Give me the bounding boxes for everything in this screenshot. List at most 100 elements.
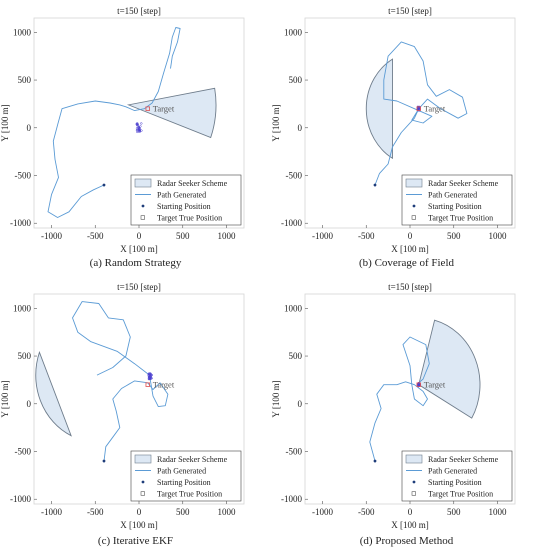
target-label: Target	[153, 380, 175, 390]
x-tick-label: 0	[137, 231, 142, 241]
x-tick-label: 500	[447, 231, 461, 241]
legend-label: Starting Position	[157, 478, 211, 487]
start-marker	[102, 459, 106, 463]
chart-panel: t=150 [step] -1000 -500 0 500 1000 1000 500 0 -50…	[271, 282, 516, 530]
radar-seeker-sector	[418, 319, 481, 419]
legend-swatch-target	[411, 215, 416, 220]
legend-swatch-sector	[405, 454, 423, 464]
x-tick-label: -1000	[312, 231, 333, 241]
legend-swatch-target	[140, 215, 145, 220]
y-tick-label: 0	[298, 123, 303, 133]
y-tick-label: -1000	[281, 218, 302, 228]
x-tick-label: 1000	[489, 507, 508, 517]
path-generated	[47, 27, 181, 218]
x-tick-label: 0	[137, 507, 142, 517]
y-tick-label: 1000	[13, 27, 32, 37]
estimate-point	[135, 129, 139, 132]
legend-label: Starting Position	[157, 202, 211, 211]
x-tick-label: 500	[447, 507, 461, 517]
x-axis-label: X [100 m]	[391, 520, 429, 530]
y-tick-label: 500	[18, 75, 32, 85]
legend-label: Radar Seeker Scheme	[428, 455, 499, 464]
chart-panel: t=150 [step] -1000 -500 0 500 1000 1000 500 0 -50…	[0, 6, 245, 254]
y-tick-label: 1000	[284, 303, 303, 313]
x-tick-label: -1000	[312, 507, 333, 517]
x-tick-label: 1000	[218, 231, 237, 241]
radar-seeker-sector	[365, 58, 393, 160]
radar-seeker-sector	[35, 350, 72, 437]
legend-label: Starting Position	[428, 478, 482, 487]
y-tick-label: 0	[27, 123, 32, 133]
x-tick-label: -1000	[41, 231, 62, 241]
estimate-point	[140, 122, 143, 125]
target-label: Target	[424, 380, 446, 390]
path-generated	[374, 41, 468, 186]
estimate-point	[137, 130, 140, 133]
panel-title: t=150 [step]	[388, 6, 432, 16]
x-tick-label: -500	[87, 507, 104, 517]
y-tick-label: 1000	[13, 303, 32, 313]
x-tick-label: 0	[408, 507, 413, 517]
target-label: Target	[153, 104, 175, 114]
estimate-point	[139, 125, 142, 128]
legend-swatch-sector	[134, 454, 152, 464]
estimate-point	[136, 123, 139, 126]
target-label: Target	[424, 104, 446, 114]
legend-label: Target True Position	[428, 490, 493, 499]
legend: Radar Seeker Scheme Path Generated Startin…	[130, 450, 242, 502]
x-axis-label: X [100 m]	[120, 520, 158, 530]
x-tick-label: 1000	[218, 507, 237, 517]
caption-d: (d) Proposed Method	[359, 535, 454, 547]
legend: Radar Seeker Scheme Path Generated Startin…	[401, 174, 513, 226]
legend-label: Path Generated	[428, 191, 477, 200]
caption-c: (c) Iterative EKF	[97, 535, 174, 547]
target-marker	[145, 106, 150, 111]
start-marker	[373, 183, 377, 187]
legend-label: Path Generated	[157, 467, 206, 476]
y-tick-label: -500	[15, 171, 32, 181]
x-tick-label: 0	[408, 231, 413, 241]
legend: Radar Seeker Scheme Path Generated Startin…	[130, 174, 242, 226]
start-marker	[102, 183, 106, 187]
target-marker	[145, 382, 150, 387]
legend-label: Path Generated	[157, 191, 206, 200]
estimate-point	[149, 375, 152, 378]
x-axis-label: X [100 m]	[120, 244, 158, 254]
y-axis-label: Y [100 m]	[0, 380, 10, 417]
legend: Radar Seeker Scheme Path Generated Startin…	[401, 450, 513, 502]
y-tick-label: 500	[18, 351, 32, 361]
chart-panel: t=150 [step] -1000 -500 0 500 1000 1000 500 0 -50…	[0, 282, 245, 530]
panel-title: t=150 [step]	[117, 6, 161, 16]
legend-swatch-start	[141, 204, 145, 208]
legend-label: Starting Position	[428, 202, 482, 211]
y-axis-label: Y [100 m]	[0, 104, 10, 141]
x-tick-label: -1000	[41, 507, 62, 517]
legend-label: Target True Position	[157, 214, 222, 223]
legend-swatch-start	[412, 480, 416, 484]
y-tick-label: -500	[286, 447, 303, 457]
y-tick-label: -500	[286, 171, 303, 181]
x-tick-label: -500	[87, 231, 104, 241]
panel-title: t=150 [step]	[388, 282, 432, 292]
legend-label: Radar Seeker Scheme	[157, 455, 228, 464]
y-tick-label: -1000	[10, 494, 31, 504]
legend-label: Target True Position	[157, 490, 222, 499]
legend-swatch-start	[141, 480, 145, 484]
panel-title: t=150 [step]	[117, 282, 161, 292]
path-generated	[72, 301, 169, 462]
y-tick-label: 0	[27, 399, 32, 409]
start-marker	[373, 459, 377, 463]
legend-swatch-target	[140, 491, 145, 496]
target-marker	[416, 382, 421, 387]
x-tick-label: -500	[358, 231, 375, 241]
chart-panel: t=150 [step] -1000 -500 0 500 1000 1000 500 0 -50…	[271, 6, 516, 254]
y-tick-label: 500	[289, 351, 303, 361]
estimate-point	[147, 372, 151, 375]
legend-swatch-sector	[134, 178, 152, 188]
estimate-point	[150, 373, 153, 377]
y-tick-label: 500	[289, 75, 303, 85]
legend-label: Radar Seeker Scheme	[428, 179, 499, 188]
y-tick-label: 1000	[284, 27, 303, 37]
caption-a: (a) Random Strategy	[89, 257, 182, 269]
